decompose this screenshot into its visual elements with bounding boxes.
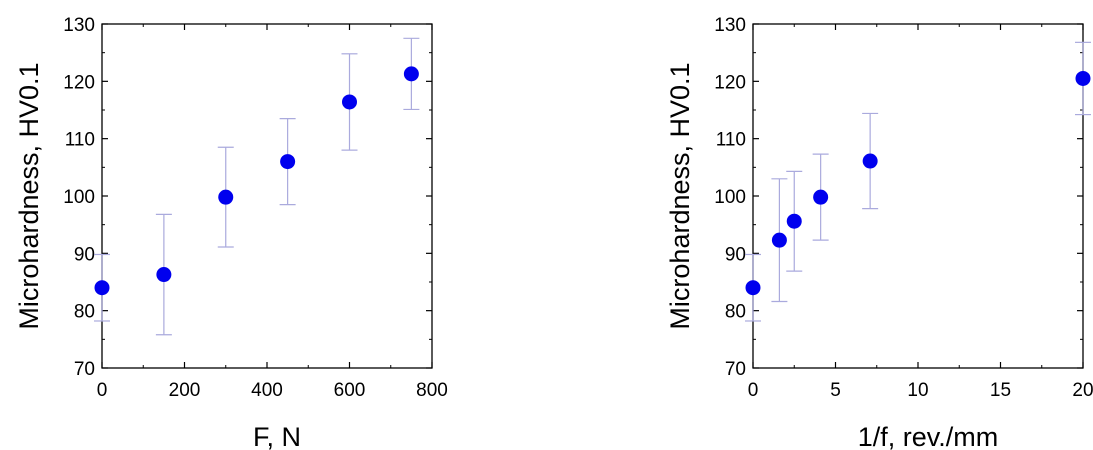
chart-2-y-tick-label: 70	[725, 359, 746, 380]
chart-2-data-point-6	[1075, 70, 1091, 86]
chart-2-y-tick-label: 80	[725, 302, 746, 323]
chart-1-data-point-4	[280, 154, 296, 170]
chart-1-y-tick-label: 130	[63, 15, 95, 36]
chart-1-data-point-1	[94, 280, 110, 296]
chart-1-plot-frame	[101, 23, 433, 369]
chart-2-x-tick-label: 5	[830, 380, 841, 401]
chart-1-x-tick-label: 200	[169, 380, 201, 401]
chart-1-data-point-3	[218, 189, 234, 205]
chart-2-x-tick-label: 10	[907, 380, 928, 401]
chart-2-y-tick-label: 120	[714, 72, 746, 93]
chart-1-group: 70 80 90 100 110 120 130 0 200 400 600 800 F, N Micro…	[14, 15, 448, 450]
chart-1-y-tick-label: 110	[65, 130, 95, 151]
chart-2-plot-frame	[752, 23, 1084, 369]
chart-1-x-tick-label: 400	[251, 380, 283, 401]
chart-1-y-axis-label: Microhardness, HV0.1	[14, 62, 44, 329]
chart-1-y-tick-label: 100	[63, 187, 95, 208]
chart-1-x-axis-label: F, N	[253, 422, 301, 450]
chart-2-y-tick-label: 130	[714, 15, 746, 36]
chart-2-data-point-2	[771, 232, 787, 248]
chart-2-data-point-3	[786, 213, 802, 229]
chart-2-data-point-1	[745, 280, 761, 296]
chart-1-x-tick-label: 800	[416, 380, 448, 401]
chart-2-y-tick-label: 110	[716, 130, 746, 151]
chart-2-data-point-5	[862, 153, 878, 169]
chart-1-y-tick-label: 120	[63, 72, 95, 93]
chart-1-y-tick-label: 90	[74, 244, 95, 265]
chart-1-data-point-5	[342, 94, 357, 110]
chart-2-x-tick-label: 20	[1072, 380, 1093, 401]
chart-1-data-point-2	[156, 267, 172, 283]
chart-2-data-point-4	[813, 189, 829, 205]
chart-2-x-tick-label: 0	[748, 380, 759, 401]
chart-1-data-point-6	[403, 66, 419, 82]
chart-2-y-tick-label: 100	[714, 187, 746, 208]
chart-2-y-tick-label: 90	[725, 244, 746, 265]
chart-2-group: 70 80 90 100 110 120 130 0 5 10 15 20 1/f, rev./mm Mi…	[665, 15, 1093, 450]
chart-1-y-tick-label: 80	[74, 302, 95, 323]
chart-1-x-tick-label: 0	[97, 380, 108, 401]
chart-2-x-tick-label: 15	[990, 380, 1011, 401]
chart-2-y-axis-label: Microhardness, HV0.1	[665, 62, 695, 329]
chart-1-x-tick-label: 600	[334, 380, 366, 401]
chart-2-x-axis-label: 1/f, rev./mm	[858, 422, 999, 450]
chart-1-y-tick-label: 70	[74, 359, 95, 380]
